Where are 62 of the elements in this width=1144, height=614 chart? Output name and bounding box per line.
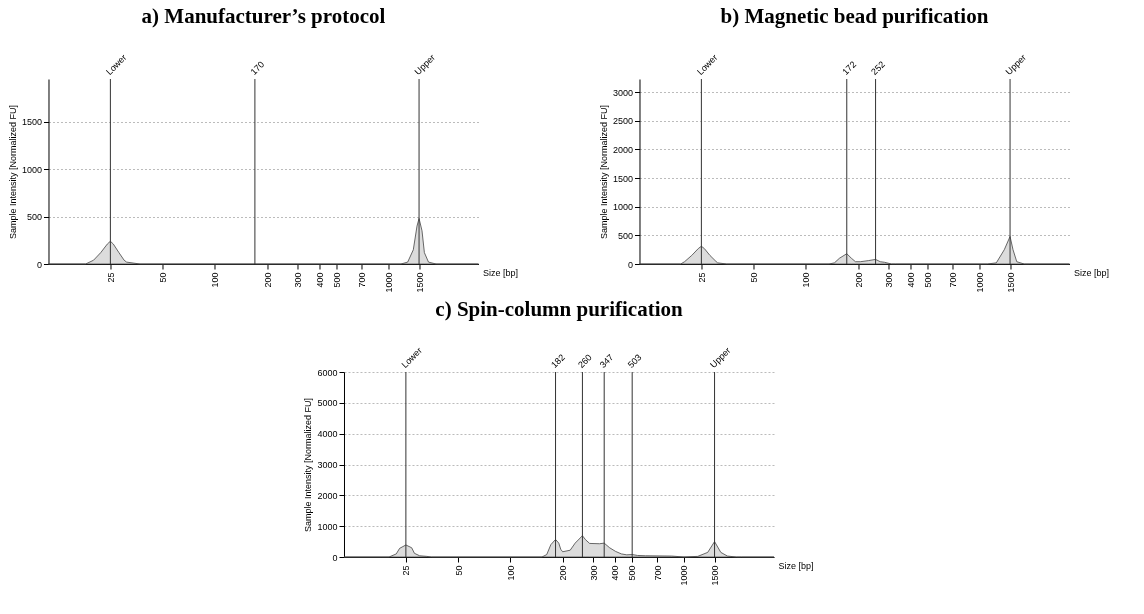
y-tick-label: 2000 [317,490,338,501]
ref-line-label: 182 [549,352,567,370]
y-tick-label: 3000 [317,460,338,470]
x-tick-label: 700 [357,272,368,288]
ref-line-label: 503 [625,352,644,370]
y-tick-label: 0 [627,259,633,270]
x-tick-label: 200 [853,272,864,288]
x-tick-label: 1000 [679,565,690,586]
x-axis-title: Size [bp] [778,560,814,571]
y-tick-label: 5000 [317,398,338,409]
x-tick-label: 1500 [1005,272,1016,293]
y-tick-label: 1500 [612,173,633,184]
x-tick-label: 500 [922,272,933,288]
chart-title: c) Spin-column purification [435,297,683,322]
y-tick-label: 2000 [612,144,633,155]
y-tick-label: 1000 [21,164,42,175]
y-tick-label: 1000 [317,521,338,532]
y-tick-label: 0 [36,259,42,270]
x-tick-label: 50 [749,272,760,283]
y-tick-label: 500 [26,212,42,223]
ref-line-label: 260 [576,352,594,370]
x-tick-label: 300 [293,272,304,288]
y-axis-title: Sample Intensity [Normalized FU] [303,397,314,533]
y-tick-label: 3000 [612,87,633,98]
x-tick-label: 25 [696,272,707,283]
x-tick-label: 100 [801,272,812,288]
x-tick-label: 400 [905,272,916,288]
y-tick-label: 2500 [612,116,633,127]
x-tick-label: 25 [401,565,412,576]
chart-title: a) Manufacturer’s protocol [141,4,386,29]
x-tick-label: 400 [610,565,621,581]
y-axis-title: Sample Intensity [Normalized FU] [598,104,609,240]
y-tick-label: 1500 [21,117,42,128]
y-tick-label: 500 [617,230,633,241]
y-tick-label: 1000 [612,202,633,213]
x-tick-label: 100 [210,272,221,288]
x-tick-label: 700 [948,272,959,288]
ref-line-label: 170 [248,59,267,77]
x-tick-label: 100 [505,565,516,581]
y-tick-label: 4000 [317,429,338,440]
x-tick-label: 700 [652,565,663,581]
chart-title: b) Magnetic bead purification [720,4,989,29]
ref-line-label: 172 [840,59,859,77]
x-tick-label: 1000 [974,272,985,293]
ref-line-label: 252 [869,59,887,77]
x-tick-label: 50 [158,272,169,283]
x-tick-label: 400 [314,272,325,288]
x-tick-label: 1500 [414,272,425,293]
y-tick-label: 0 [332,552,338,563]
x-tick-label: 200 [558,565,569,581]
x-tick-label: 1000 [383,272,394,293]
x-tick-label: 1500 [710,565,721,586]
x-tick-label: 200 [262,272,273,288]
ref-line-label: 347 [597,352,616,370]
x-axis-title: Size [bp] [482,267,519,278]
y-tick-label: 6000 [317,367,338,378]
x-tick-label: 300 [588,565,599,581]
x-tick-label: 50 [453,565,464,576]
x-tick-label: 300 [884,272,895,288]
y-axis-title: Sample Intensity [Normalized FU] [7,104,18,240]
x-axis-title: Size [bp] [1073,267,1110,278]
x-tick-label: 25 [105,272,116,283]
